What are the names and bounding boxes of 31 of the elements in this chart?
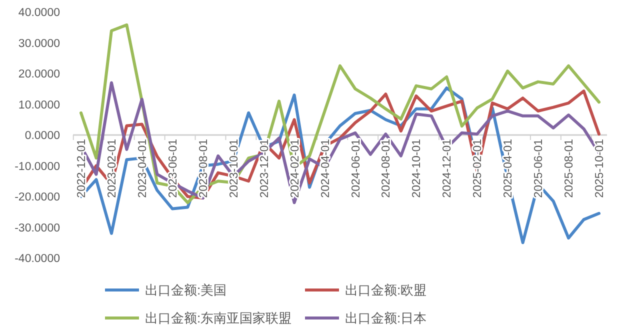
x-tick-label: 2024-08-01 xyxy=(380,139,393,198)
x-tick-label: 2025-08-01 xyxy=(564,139,576,198)
legend-label: 出口金额:美国 xyxy=(145,282,227,298)
y-tick-label: -20.0000 xyxy=(14,192,60,204)
y-tick-label: -40.0000 xyxy=(14,253,60,266)
y-tick-label: 20.0000 xyxy=(18,68,60,81)
y-tick-label: 10.0000 xyxy=(18,99,60,112)
x-tick-label: 2025-02-01 xyxy=(472,139,484,198)
x-tick-label: 2023-10-01 xyxy=(228,139,240,198)
y-tick-label: -10.0000 xyxy=(14,160,60,173)
x-tick-label: 2023-12-01 xyxy=(258,139,271,198)
x-tick-label: 2023-02-01 xyxy=(106,139,118,198)
legend-label: 出口金额:欧盟 xyxy=(345,282,427,298)
x-tick-label: 2025-04-01 xyxy=(502,139,515,198)
x-tick-label: 2024-04-01 xyxy=(320,139,332,198)
x-tick-label: 2024-12-01 xyxy=(442,139,454,198)
x-tick-label: 2025-06-01 xyxy=(533,139,546,198)
legend-label: 出口金额:日本 xyxy=(345,310,427,326)
y-tick-label: -30.0000 xyxy=(14,222,60,234)
y-tick-label: 40.0000 xyxy=(18,7,60,20)
x-tick-label: 2024-06-01 xyxy=(350,139,362,198)
x-tick-label: 2024-02-01 xyxy=(289,139,302,198)
x-tick-label: 2025-10-01 xyxy=(594,139,606,198)
x-tick-label: 2023-08-01 xyxy=(198,139,210,198)
y-tick-label: 0.0000 xyxy=(24,130,60,142)
legend-label: 出口金额:东南亚国家联盟 xyxy=(145,310,292,326)
x-tick-label: 2022-12-01 xyxy=(76,139,88,198)
y-tick-label: 30.0000 xyxy=(18,38,60,50)
x-tick-label: 2023-04-01 xyxy=(136,139,149,198)
x-tick-label: 2023-06-01 xyxy=(167,139,180,198)
x-tick-label: 2024-10-01 xyxy=(411,139,424,198)
